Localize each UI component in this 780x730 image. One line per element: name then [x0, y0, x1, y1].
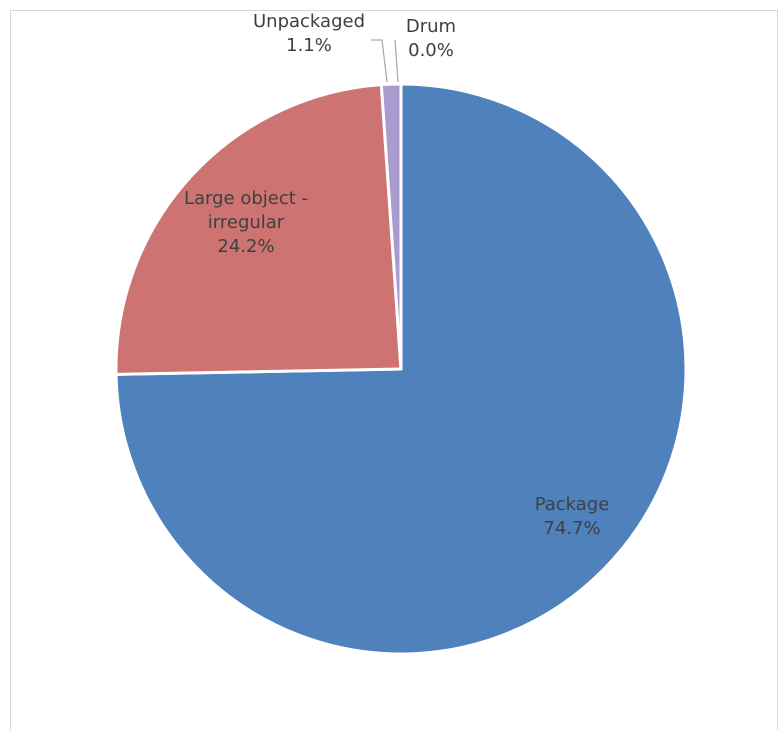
slice-percent-package: 74.7%: [543, 518, 600, 539]
slice-name-unpackaged: Unpackaged: [253, 11, 365, 32]
slice-label-unpackaged: Unpackaged 1.1%: [253, 11, 365, 56]
slice-labels: Package 74.7% Large object - irregular 24.2%…: [184, 11, 609, 539]
slice-percent-large-object-irregular: 24.2%: [217, 236, 274, 257]
slice-label-drum: Drum 0.0%: [406, 16, 456, 61]
slice-label-package: Package 74.7%: [535, 494, 610, 539]
leader-line-unpackaged: [371, 39, 388, 83]
slice-name-large-object-irregular: irregular: [208, 212, 285, 233]
slice-label-large-object-irregular: Large object - irregular 24.2%: [184, 188, 308, 257]
slice-percent-unpackaged: 1.1%: [286, 35, 332, 56]
slice-name-package: Package: [535, 494, 610, 515]
leader-lines: [371, 39, 399, 83]
pie-slices: [114, 82, 688, 656]
pie-slice-unpackaged: [379, 82, 403, 371]
leader-line-drum: [394, 39, 399, 83]
slice-percent-drum: 0.0%: [408, 40, 454, 61]
slice-name-drum: Drum: [406, 16, 456, 37]
pie-slice-large-object-irregular: [114, 83, 403, 376]
slice-name-large-object-irregular: Large object -: [184, 188, 308, 209]
